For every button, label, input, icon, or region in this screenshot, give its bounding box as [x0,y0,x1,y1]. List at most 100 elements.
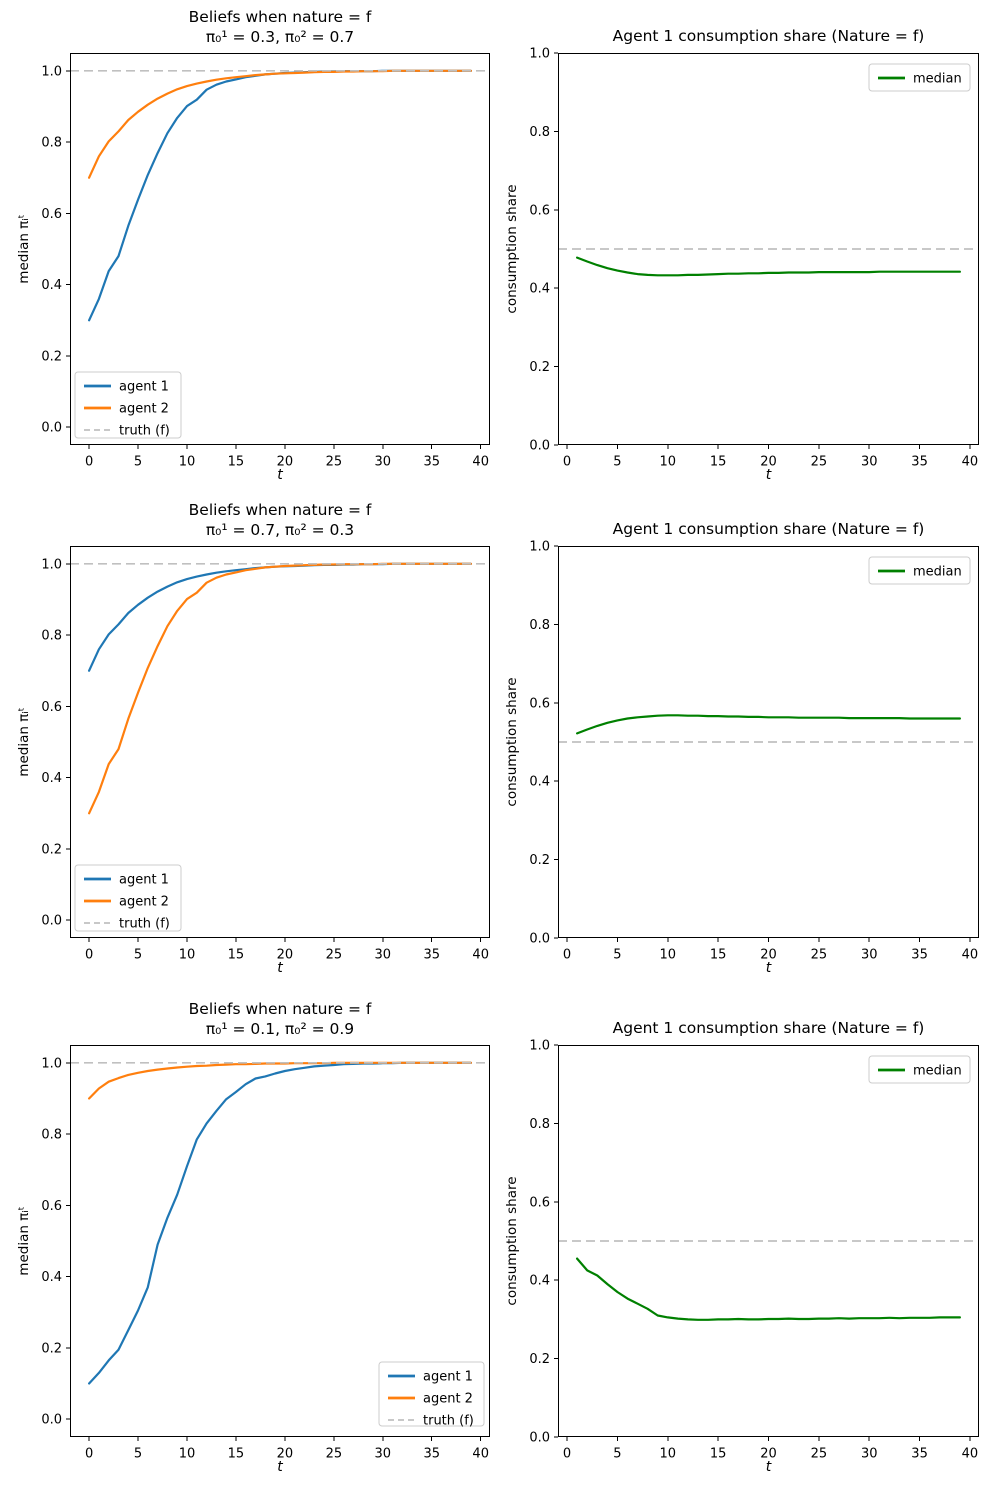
x-tick-label: 35 [911,455,928,470]
legend-label: median [913,1064,962,1079]
x-axis-label: t [277,467,283,483]
legend-box [378,1361,485,1427]
plot-area-beliefs-row2: 0 5 10 15 20 25 30 35 40 0.0 0.2 0.4 0.6 0.8 1.0 agent … [41,546,490,963]
legend-label: agent 1 [423,1370,473,1385]
x-tick-label: 25 [326,948,343,963]
series-line-median [576,714,961,735]
x-tick-label: 15 [228,455,245,470]
y-tick-label: 0.4 [41,278,62,293]
y-tick-label: 0.6 [529,1195,550,1210]
x-tick-label: 40 [472,455,489,470]
axes-spines [70,1045,490,1437]
x-tick-label: 20 [277,948,294,963]
y-tick-label: 0.2 [529,1352,550,1367]
x-axis-label: t [277,960,283,976]
axes-spines [558,1045,979,1437]
chart-title-line1: Beliefs when nature = f [188,1000,372,1018]
x-tick-label: 40 [472,948,489,963]
x-tick-label: 35 [911,948,928,963]
series-line-agent-1 [88,1061,472,1385]
x-axis-label: t [765,467,772,483]
x-tick-label: 30 [861,1447,878,1462]
y-tick-label: 1.0 [41,557,62,572]
y-tick-label: 0.4 [529,775,550,790]
subplot-beliefs-row1: Beliefs when nature = f π₀¹ = 0.3, π₀² =… [16,8,490,482]
legend-label: truth (f) [119,424,170,439]
subplot-share-row2: Agent 1 consumption share (Nature = f) 0… [504,520,979,975]
y-axis-label: consumption share [504,1176,520,1306]
x-tick-label: 35 [911,1447,928,1462]
y-tick-label: 0.4 [41,1270,62,1285]
x-tick-label: 35 [423,948,440,963]
legend-box [868,1055,971,1084]
chart-title-line2: π₀¹ = 0.3, π₀² = 0.7 [205,27,355,46]
x-tick-label: 0 [85,948,93,963]
subplot-beliefs-row3: Beliefs when nature = f π₀¹ = 0.1, π₀² =… [16,1000,490,1474]
y-tick-label: 0.6 [529,696,550,711]
x-tick-label: 20 [760,455,777,470]
x-axis-label: t [765,960,772,976]
legend-box [74,371,182,439]
legend-label: median [913,72,962,87]
chart-title-line2: π₀¹ = 0.1, π₀² = 0.9 [205,1019,355,1038]
x-tick-label: 25 [326,1447,343,1462]
chart-title: Beliefs when nature = f π₀¹ = 0.3, π₀² =… [70,8,490,47]
series-line-agent-2 [88,69,472,179]
x-tick-label: 20 [277,1447,294,1462]
x-tick-label: 10 [179,948,196,963]
x-tick-label: 15 [710,455,727,470]
x-tick-label: 5 [613,1447,621,1462]
legend-label: truth (f) [423,1414,474,1429]
x-tick-label: 35 [423,455,440,470]
x-tick-label: 30 [375,455,392,470]
y-tick-label: 0.6 [529,203,550,218]
chart-title: Beliefs when nature = f π₀¹ = 0.7, π₀² =… [70,501,490,540]
x-tick-label: 10 [660,1447,677,1462]
x-tick-label: 0 [85,1447,93,1462]
x-tick-label: 0 [85,455,93,470]
x-tick-label: 40 [962,948,979,963]
plot-area-share-row2: 0 5 10 15 20 25 30 35 40 0.0 0.2 0.4 0.6 0.8 1.0 median [529,540,979,963]
x-tick-label: 10 [660,455,677,470]
x-tick-label: 15 [228,1447,245,1462]
chart-title-line1: Beliefs when nature = f [188,501,372,519]
x-tick-label: 25 [811,948,828,963]
x-tick-label: 15 [710,948,727,963]
y-tick-label: 0.8 [529,1117,550,1132]
x-tick-label: 5 [134,1447,142,1462]
legend-label: agent 2 [119,402,169,417]
x-tick-label: 10 [179,1447,196,1462]
x-tick-label: 5 [613,455,621,470]
y-tick-label: 0.8 [41,136,62,151]
x-tick-label: 0 [563,948,571,963]
y-tick-label: 0.8 [529,618,550,633]
x-tick-label: 5 [134,948,142,963]
x-tick-label: 25 [326,455,343,470]
x-tick-label: 20 [760,1447,777,1462]
legend-box [868,556,971,585]
axes-spines [558,546,979,938]
y-tick-label: 0.4 [41,771,62,786]
series-line-agent-1 [88,69,472,322]
x-tick-label: 10 [660,948,677,963]
y-tick-label: 0.0 [529,932,550,947]
x-tick-label: 0 [563,455,571,470]
subplot-share-row1: Agent 1 consumption share (Nature = f) 0… [504,27,979,482]
y-axis-label: consumption share [504,184,520,314]
chart-title-line1: Beliefs when nature = f [188,8,372,26]
y-tick-label: 0.6 [41,207,62,222]
y-tick-label: 0.6 [41,700,62,715]
y-axis-label: median πᵢᵗ [16,214,32,284]
x-tick-label: 40 [962,455,979,470]
y-tick-label: 0.0 [41,1413,62,1428]
y-tick-label: 1.0 [41,64,62,79]
y-tick-label: 0.2 [41,1341,62,1356]
x-tick-label: 30 [375,1447,392,1462]
series-line-median [576,1257,961,1321]
plot-area-share-row1: 0 5 10 15 20 25 30 35 40 0.0 0.2 0.4 0.6 0.8 1.0 median [529,47,979,470]
series-line-agent-1 [88,562,472,672]
y-tick-label: 0.2 [529,853,550,868]
chart-title: Agent 1 consumption share (Nature = f) [558,27,979,47]
x-tick-label: 30 [861,948,878,963]
